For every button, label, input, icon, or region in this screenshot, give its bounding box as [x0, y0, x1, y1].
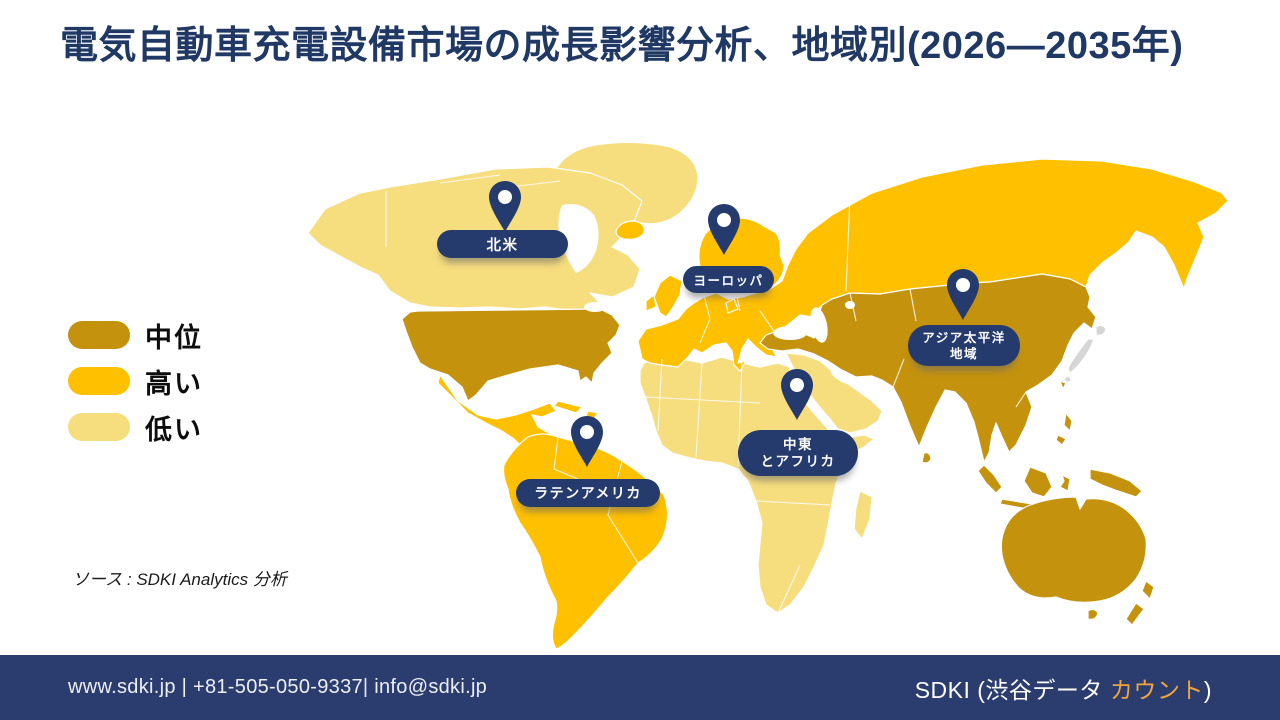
map-pin-north-america — [483, 178, 527, 234]
legend-item-low: 低い — [68, 413, 203, 445]
region-tasmania — [1088, 609, 1098, 619]
map-pin-asia-pacific — [941, 266, 985, 322]
map-pin-icon — [489, 181, 521, 232]
map-label-europe: ヨーロッパ — [683, 266, 774, 293]
map-label-latin-america: ラテンアメリカ — [516, 479, 660, 507]
region-denmark — [726, 299, 738, 313]
map-label-text: アジア太平洋 — [922, 330, 1006, 345]
legend-item-medium: 中位 — [68, 321, 203, 353]
footer-brand-prefix: SDKI (渋谷データ — [914, 676, 1110, 703]
world-map-svg — [290, 135, 1240, 655]
region-new-guinea — [1090, 469, 1142, 497]
map-pin-latin-america — [565, 413, 609, 469]
region-cuba — [554, 401, 582, 413]
region-asia-mainland — [760, 274, 1096, 462]
legend-label: 中位 — [145, 322, 203, 353]
regions-medium — [402, 274, 1154, 625]
footer-contact: www.sdki.jp | +81-505-050-9337| info@sdk… — [68, 676, 488, 698]
region-borneo — [1024, 467, 1052, 497]
map-label-text: とアフリカ — [760, 454, 836, 469]
region-eurasia-europe-russia — [638, 159, 1228, 371]
region-sumatra — [978, 465, 1002, 493]
map-pin-europe — [702, 201, 746, 257]
region-ireland — [646, 295, 656, 311]
map-label-text: 地域 — [949, 346, 978, 361]
map-label-text: 北米 — [486, 237, 519, 254]
source-note: ソース : SDKI Analytics 分析 — [72, 570, 287, 589]
region-iceland — [616, 221, 644, 239]
region-japan-honshu — [1068, 339, 1094, 373]
footer-brand-suffix: ) — [1203, 676, 1212, 703]
map-label-text: 中東 — [783, 437, 813, 452]
footer-bar: www.sdki.jp | +81-505-050-9337| info@sdk… — [0, 655, 1280, 720]
legend-label: 低い — [145, 414, 203, 445]
footer-brand: SDKI (渋谷データ カウント) — [915, 671, 1212, 705]
footer-brand-highlight: カウント — [1109, 676, 1204, 703]
region-japan-hokkaido — [1096, 325, 1106, 335]
page-title: 電気自動車充電設備市場の成長影響分析、地域別(2026—2035年) — [60, 25, 1184, 67]
region-madagascar — [854, 491, 872, 539]
black-sea — [773, 326, 807, 340]
region-usa — [402, 309, 620, 401]
region-japan-kyushu — [1064, 377, 1071, 383]
legend-swatch-medium — [68, 321, 130, 349]
legend-swatch-high — [68, 367, 130, 395]
legend-item-high: 高い — [68, 367, 203, 399]
region-philippines — [1064, 413, 1072, 431]
legend-label: 高い — [145, 368, 203, 399]
region-mexico-central-america — [438, 375, 556, 447]
region-taiwan — [1060, 381, 1066, 389]
region-sulawesi — [1060, 475, 1070, 491]
region-uk — [654, 275, 682, 317]
persian-gulf — [830, 369, 852, 385]
map-pin-middle-east-africa — [775, 366, 819, 422]
map-pin-icon — [947, 269, 979, 320]
sea-overlays — [558, 204, 855, 385]
region-philippines-south — [1056, 435, 1066, 445]
region-arabia — [786, 353, 882, 433]
map-label-asia-pacific: アジア太平洋 地域 — [908, 325, 1020, 366]
map-label-middle-east-africa: 中東 とアフリカ — [738, 430, 858, 476]
map-label-text: ヨーロッパ — [693, 274, 764, 288]
regions-neutral — [1064, 325, 1106, 382]
map-pin-icon — [781, 369, 813, 420]
region-australia — [1001, 497, 1146, 602]
great-lakes — [584, 302, 606, 312]
legend-swatch-low — [68, 413, 130, 441]
map-label-text: ラテンアメリカ — [534, 485, 642, 501]
region-new-zealand-north — [1142, 581, 1154, 599]
legend: 中位 高い 低い — [68, 321, 203, 459]
caspian-sea — [810, 307, 828, 343]
region-sri-lanka — [922, 453, 931, 463]
region-new-zealand-south — [1126, 603, 1144, 625]
hudson-bay — [558, 204, 599, 273]
world-map — [290, 135, 1240, 655]
map-pin-icon — [571, 416, 603, 467]
map-label-north-america: 北米 — [437, 230, 568, 258]
map-pin-icon — [708, 204, 740, 255]
